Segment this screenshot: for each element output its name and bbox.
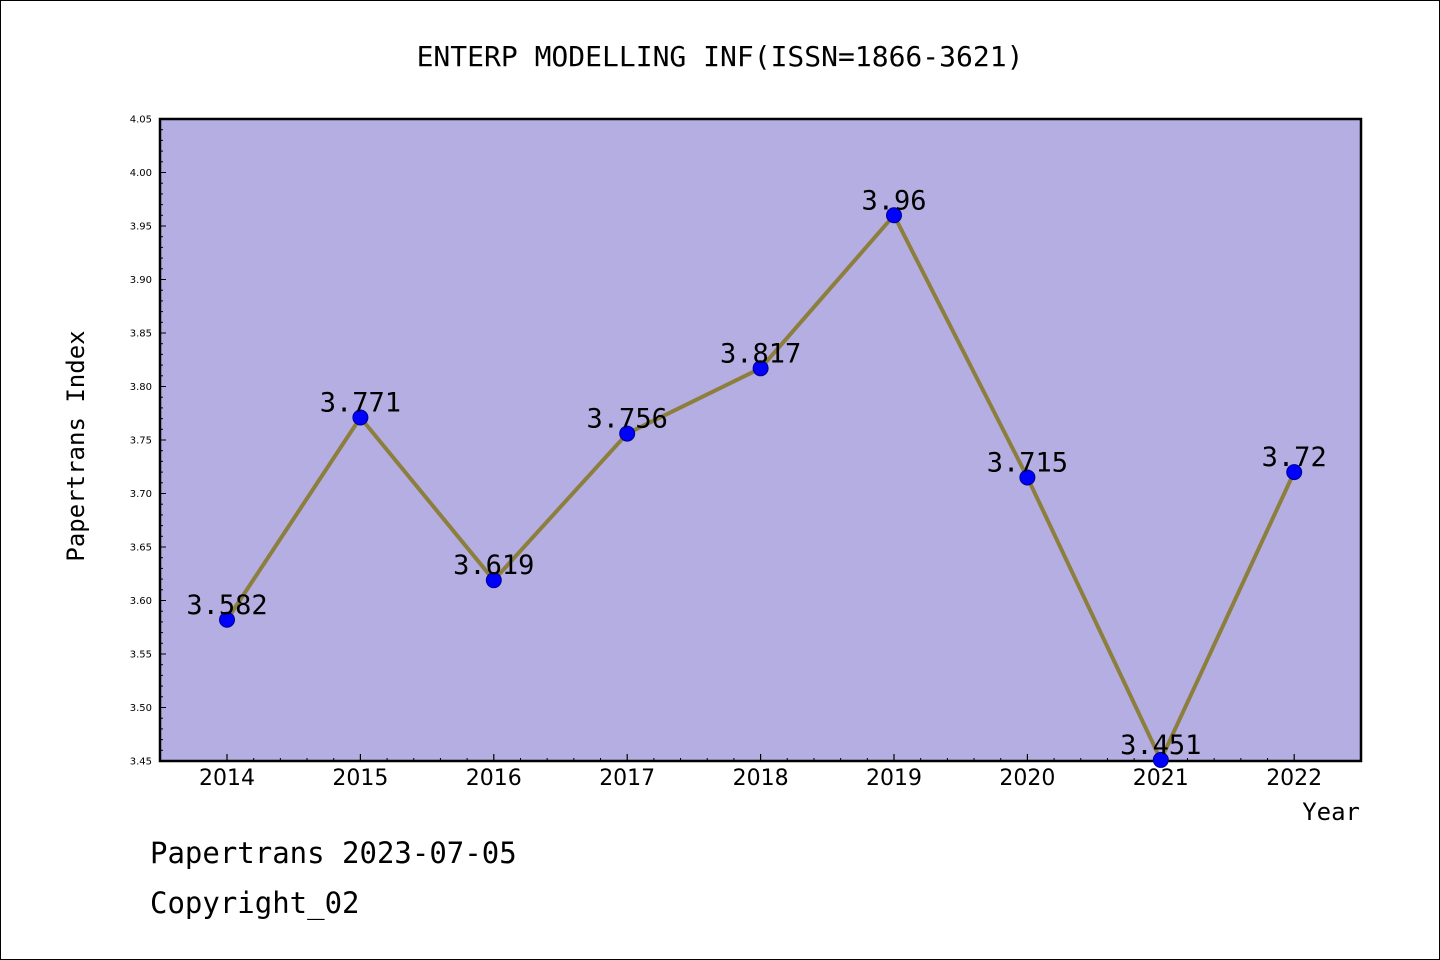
footer-copyright: Copyright_02 xyxy=(150,886,360,920)
y-axis: 3.45 3.50 3.55 3.60 3.65 3.70 3.75 3.80 3.85 3.90… xyxy=(130,115,166,768)
x-tick-label: 2017 xyxy=(599,766,655,791)
data-point xyxy=(619,425,636,442)
data-label: 3.582 xyxy=(186,590,267,621)
plot-area xyxy=(158,117,1363,763)
x-tick-label: 2019 xyxy=(866,766,922,791)
data-label: 3.96 xyxy=(861,185,926,216)
x-axis: 2014 2015 2016 2017 2018 2019 2020 2021 2022 xyxy=(199,754,1322,791)
x-tick-label: 2021 xyxy=(1133,766,1189,791)
y-tick-label: 4.00 xyxy=(130,168,152,179)
y-tick-label: 3.95 xyxy=(130,222,152,233)
x-tick-label: 2016 xyxy=(466,766,522,791)
x-tick-label: 2015 xyxy=(332,766,388,791)
data-labels: 3.582 3.771 3.619 3.756 3.817 3.96 3.715 3.451 3… xyxy=(186,185,1326,761)
x-tick-label: 2022 xyxy=(1266,766,1322,791)
y-tick-label: 3.80 xyxy=(130,382,152,393)
x-tick-label: 2020 xyxy=(999,766,1055,791)
x-tick-label: 2014 xyxy=(199,766,255,791)
data-point xyxy=(485,572,502,589)
data-label: 3.715 xyxy=(987,447,1068,478)
y-tick-label: 3.55 xyxy=(130,650,152,661)
data-point xyxy=(1019,469,1036,486)
y-tick-label: 3.90 xyxy=(130,275,152,286)
data-point xyxy=(1286,464,1303,481)
x-tick-label: 2018 xyxy=(733,766,789,791)
y-tick-label: 3.45 xyxy=(130,757,152,768)
data-point xyxy=(886,207,902,224)
x-axis-title: Year xyxy=(1302,798,1360,826)
series-group xyxy=(219,207,1303,768)
y-tick-label: 3.50 xyxy=(130,703,152,714)
y-tick-label: 3.85 xyxy=(130,329,152,340)
data-label: 3.817 xyxy=(720,338,801,369)
data-point xyxy=(219,611,235,628)
y-axis-title: Papertrans Index xyxy=(62,330,90,561)
data-label: 3.451 xyxy=(1120,730,1201,761)
data-label: 3.771 xyxy=(320,388,401,419)
y-tick-label: 3.70 xyxy=(130,489,152,500)
data-point xyxy=(352,409,369,426)
footer-date: Papertrans 2023-07-05 xyxy=(150,836,517,870)
data-label: 3.619 xyxy=(453,550,534,581)
y-tick-label: 3.60 xyxy=(130,596,152,607)
data-label: 3.756 xyxy=(587,404,668,435)
y-tick-label: 4.05 xyxy=(130,115,152,126)
chart-title: ENTERP MODELLING INF(ISSN=1866-3621) xyxy=(417,40,1024,73)
data-point xyxy=(1152,751,1169,768)
data-label: 3.72 xyxy=(1262,442,1327,473)
data-point xyxy=(752,360,769,377)
y-tick-label: 3.75 xyxy=(130,436,152,447)
y-tick-label: 3.65 xyxy=(130,543,152,554)
